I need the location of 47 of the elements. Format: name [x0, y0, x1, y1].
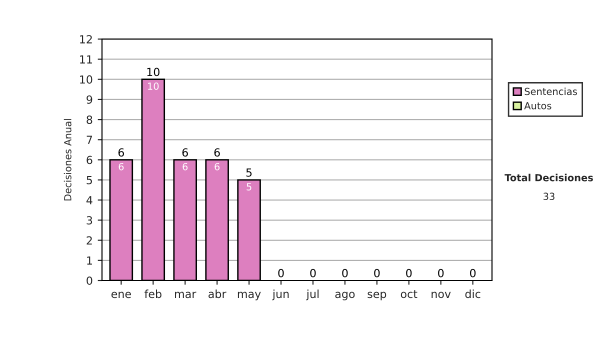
legend-label: Sentencias: [524, 88, 577, 96]
y-axis-title: Decisiones Anual: [64, 119, 72, 200]
data-label: 6: [118, 162, 124, 170]
y-tick-label: 3: [86, 216, 92, 225]
y-tick-label: 5: [86, 176, 92, 184]
data-label: 6: [182, 162, 188, 170]
total-label: 6: [182, 148, 188, 157]
y-tick-label: 11: [80, 55, 92, 64]
y-tick-label: 4: [86, 196, 92, 204]
x-tick-label: jul: [306, 290, 319, 300]
legend-label: Autos: [524, 102, 552, 110]
total-label: 0: [438, 268, 444, 278]
total-label: 5: [246, 168, 252, 177]
text: 33: [544, 192, 554, 200]
total-label: 0: [342, 268, 348, 278]
y-tick-label: 9: [86, 95, 92, 104]
total-label: 0: [310, 268, 316, 278]
total-label: 6: [214, 148, 220, 157]
x-tick-label: nov: [432, 292, 451, 298]
y-tick-label: 6: [86, 156, 92, 164]
y-tick-label: 10: [80, 75, 92, 84]
total-label: 0: [470, 268, 476, 278]
y-tick-label: 0: [86, 276, 92, 285]
total-label: 0: [374, 268, 380, 278]
x-tick-label: ene: [111, 292, 131, 298]
x-tick-label: dic: [465, 290, 480, 298]
data-label: 10: [148, 82, 159, 90]
x-tick-label: jun: [272, 290, 289, 300]
text: Total Decisiones: [504, 174, 593, 182]
x-tick-label: may: [238, 292, 261, 300]
data-label: 5: [246, 183, 252, 190]
y-tick-label: 12: [80, 35, 92, 44]
x-tick-label: oct: [400, 290, 418, 298]
total-label: 10: [147, 68, 160, 76]
x-tick-label: ago: [335, 292, 355, 300]
total-label: 0: [406, 268, 412, 278]
y-tick-label: 7: [86, 136, 92, 144]
y-tick-label: 2: [86, 236, 92, 244]
x-tick-label: sep: [368, 292, 386, 300]
total-label: 6: [118, 148, 124, 157]
x-tick-label: abr: [208, 290, 226, 298]
x-tick-label: mar: [175, 292, 196, 298]
y-tick-label: 8: [86, 116, 92, 124]
data-label: 6: [214, 162, 220, 170]
total-label: 0: [278, 268, 284, 278]
y-tick-label: 1: [87, 256, 92, 265]
x-tick-label: feb: [144, 290, 162, 298]
